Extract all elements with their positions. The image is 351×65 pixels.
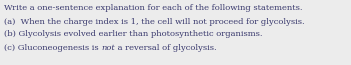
Text: a reversal of glycolysis.: a reversal of glycolysis.: [115, 43, 217, 51]
Text: Write a one-sentence explanation for each of the following statements.: Write a one-sentence explanation for eac…: [4, 4, 303, 12]
Text: not: not: [101, 43, 115, 51]
Text: (a)  When the charge index is 1, the cell will not proceed for glycolysis.: (a) When the charge index is 1, the cell…: [4, 17, 305, 25]
Text: (b) Glycolysis evolved earlier than photosynthetic organisms.: (b) Glycolysis evolved earlier than phot…: [4, 30, 263, 38]
Text: (c) Gluconeogenesis is: (c) Gluconeogenesis is: [4, 43, 101, 51]
